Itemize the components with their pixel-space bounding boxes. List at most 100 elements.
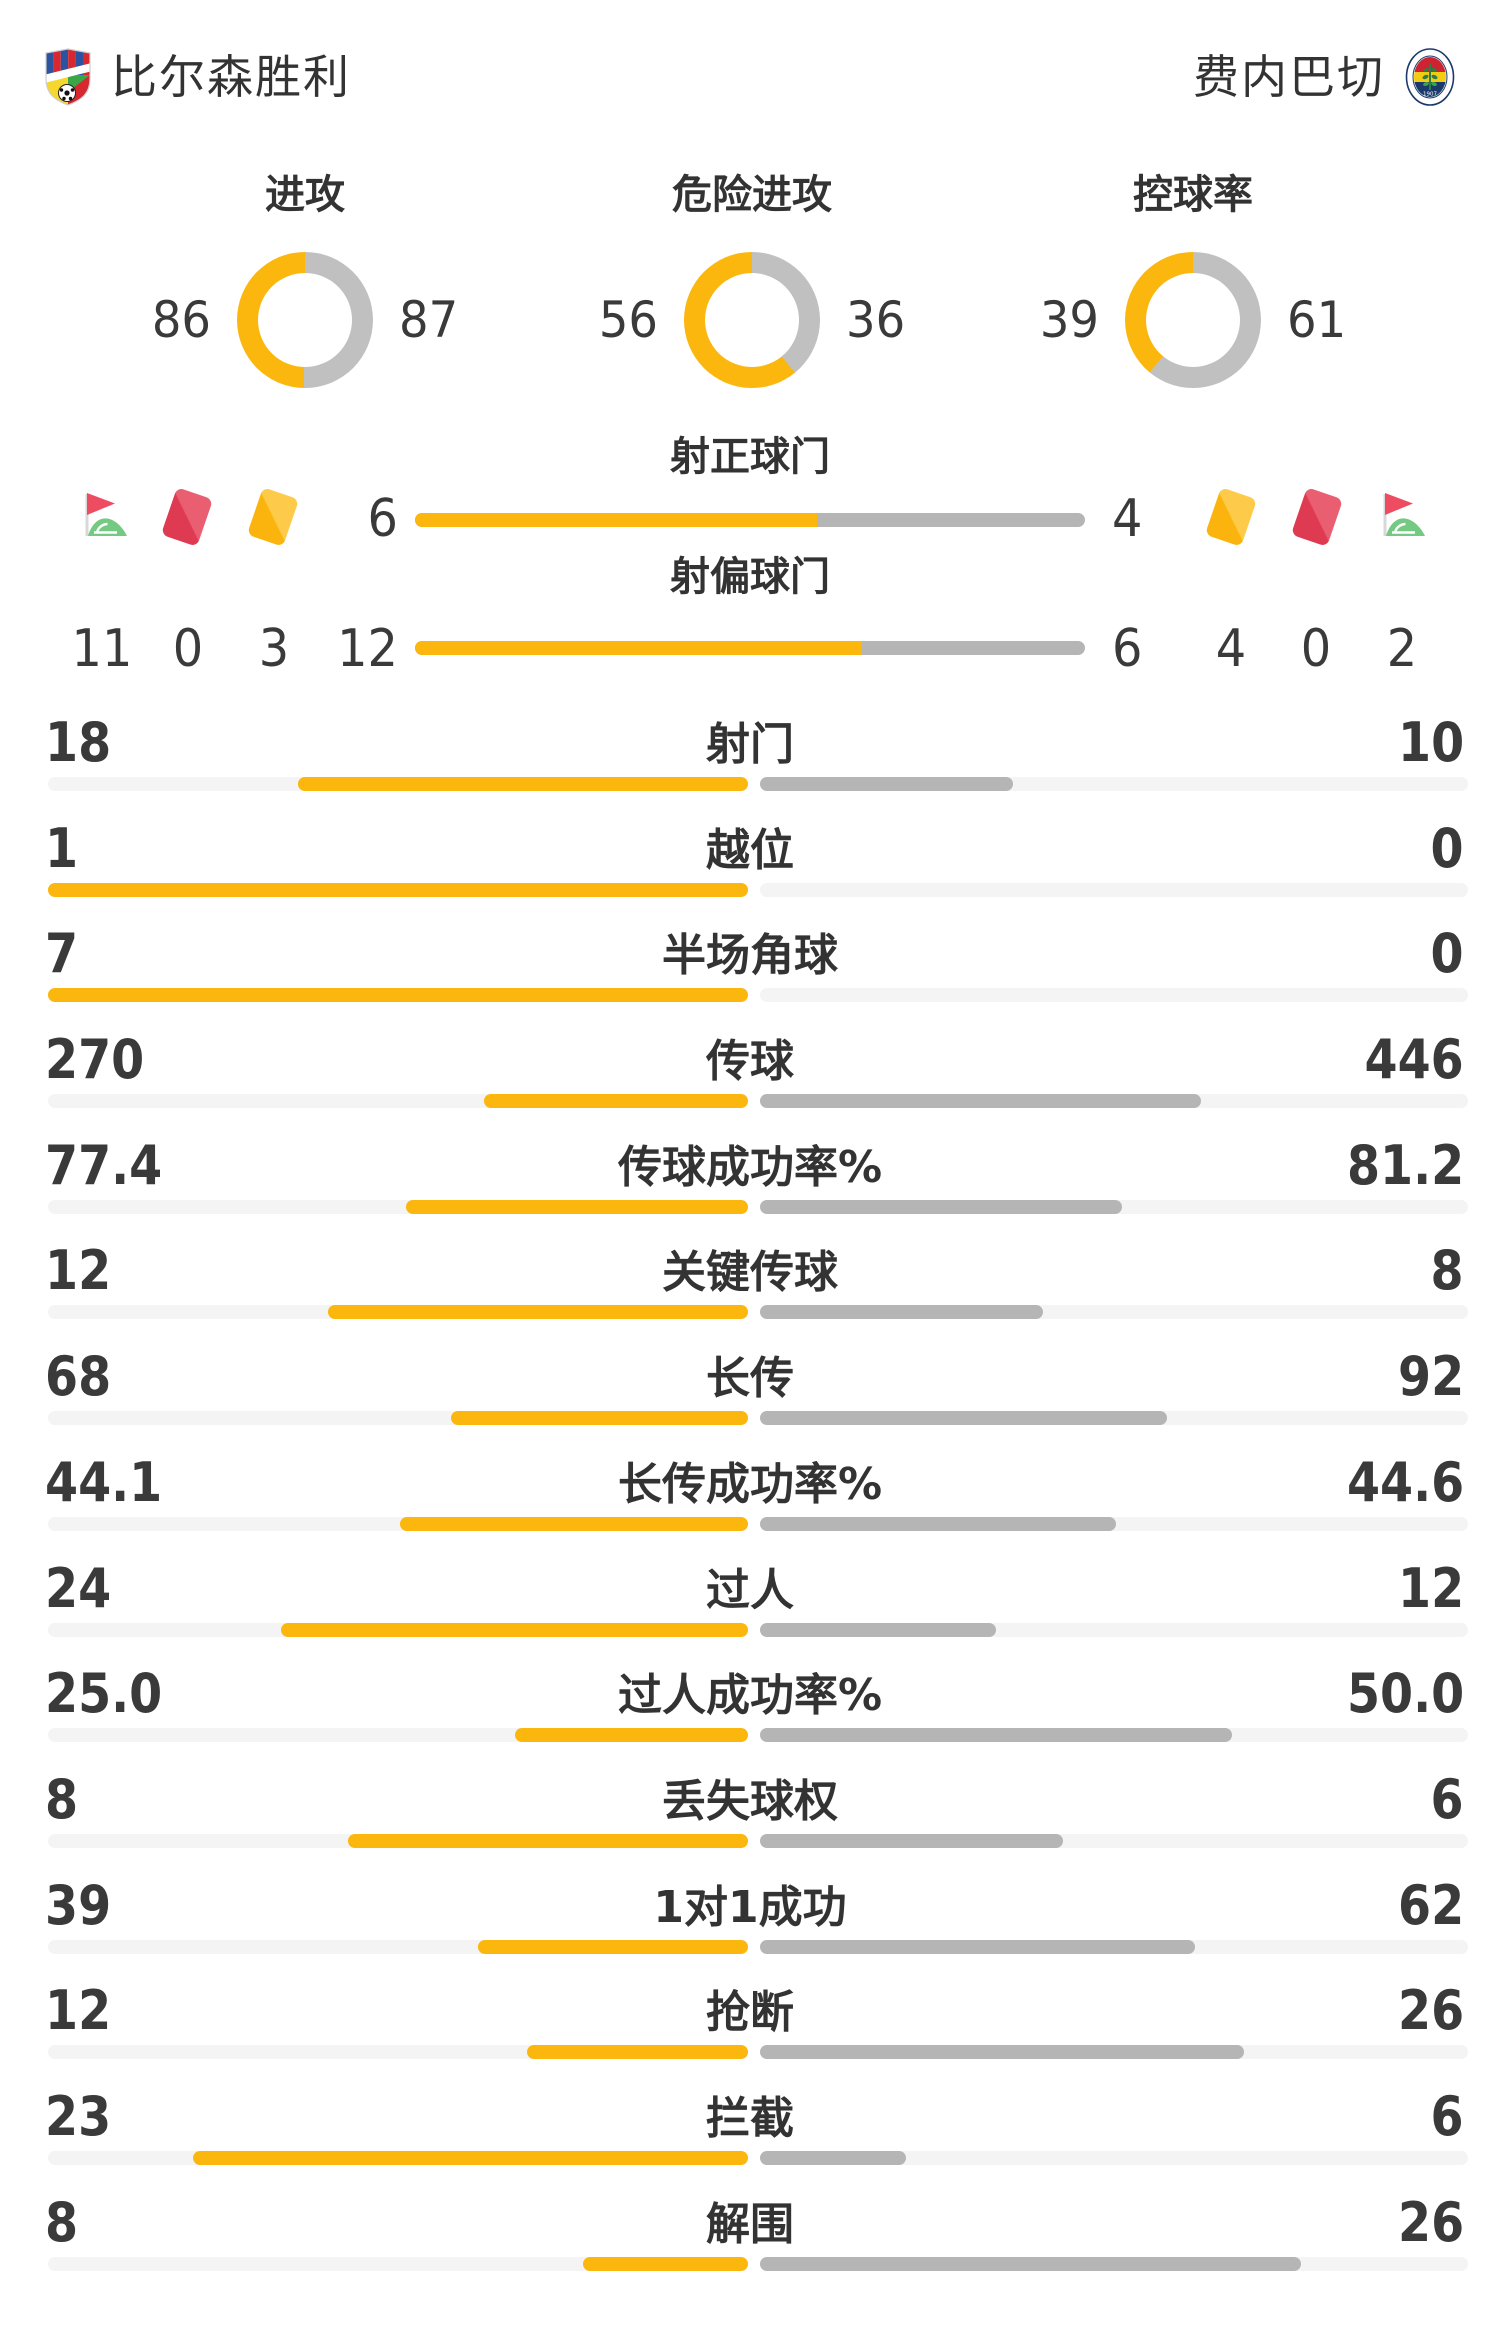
shots-on-target-bar <box>415 513 1085 527</box>
stat-away-value: 10 <box>1397 711 1464 774</box>
stat-home-value: 25.0 <box>45 1662 163 1726</box>
stat-bar-away-fill <box>760 2045 1245 2060</box>
stat-home-value: 24 <box>45 1556 112 1620</box>
donut-title: 进攻 <box>265 172 345 218</box>
stat-label: 过人 <box>706 1564 794 1616</box>
stat-bar-home-fill <box>526 2045 748 2060</box>
stat-away-value: 0 <box>1430 816 1464 880</box>
donut-chart-attacks: 进攻 86 87 <box>75 172 535 388</box>
stat-bar-away-fill <box>760 2150 907 2165</box>
stat-label: 射门 <box>706 719 794 770</box>
stat-bar-away-track <box>760 1939 1468 1954</box>
donut-row: 86 87 <box>75 252 535 388</box>
section-title-shots-on-target: 射正球门 <box>670 434 830 480</box>
stat-bar-home-track <box>48 1728 748 1743</box>
stat-row: 77.4 传球成功率% 81.2 <box>0 1133 1500 1243</box>
shots-on-target-bar-home-fill <box>415 513 817 527</box>
donut-away-value: 87 <box>399 291 459 349</box>
stat-home-value: 12 <box>45 1239 112 1303</box>
donut-home-value: 86 <box>151 291 211 349</box>
yellow-card-icon-home <box>246 487 300 547</box>
stat-home-value: 7 <box>45 922 79 986</box>
stat-label: 抢断 <box>706 1987 794 2039</box>
stat-label: 丢失球权 <box>662 1775 838 1827</box>
donut-row: 56 36 <box>522 252 982 388</box>
home-red-cards-count: 0 <box>172 619 204 679</box>
shots-off-target-bar <box>415 641 1085 655</box>
stat-bar-away-fill <box>760 1516 1116 1531</box>
stat-home-value: 77.4 <box>45 1133 163 1197</box>
stat-bar-home-track <box>48 1411 748 1426</box>
stat-bar-home-track <box>48 988 748 1003</box>
donut-hole <box>705 273 799 367</box>
stat-bar-away-fill <box>760 1939 1195 1954</box>
stat-row: 68 长传 92 <box>0 1348 1500 1454</box>
stat-label: 传球 <box>706 1036 794 1088</box>
donut-home-value: 39 <box>1039 291 1099 349</box>
donut-ring <box>237 252 373 388</box>
stat-bar-home-fill <box>477 1939 748 1954</box>
shots-off-target-home-value: 12 <box>337 619 398 679</box>
stat-bar-home-track <box>48 1622 748 1637</box>
stat-bar-away-track <box>760 1516 1468 1531</box>
stat-away-value: 50.0 <box>1346 1662 1464 1726</box>
stat-label: 关键传球 <box>662 1247 838 1299</box>
corner-flag-icon-home <box>85 493 127 536</box>
stat-label: 过人成功率% <box>617 1670 883 1722</box>
stat-bar-away-fill <box>760 1411 1168 1426</box>
stat-bar-home-track <box>48 1939 748 1954</box>
stat-bar-home-fill <box>281 1622 748 1637</box>
stat-home-value: 12 <box>45 1979 112 2043</box>
yellow-card-icon-away <box>1204 487 1258 547</box>
stat-bar-away-track <box>760 777 1468 791</box>
stat-bar-home-fill <box>192 2150 748 2165</box>
stat-home-value: 270 <box>45 1028 145 1092</box>
stat-bar-away-fill <box>760 1199 1123 1214</box>
away-team-name: 费内巴切 <box>1193 50 1385 104</box>
donut-chart-dangerous-attacks: 危险进攻 56 36 <box>522 172 982 388</box>
stat-home-value: 18 <box>45 711 112 774</box>
stat-bar-home-track <box>48 2256 748 2271</box>
donut-hole <box>1146 273 1240 367</box>
stat-row: 23 拦截 6 <box>0 2087 1500 2194</box>
shots-off-target-away-value: 6 <box>1112 619 1143 679</box>
stat-bar-away-track <box>760 988 1468 1003</box>
donut-hole <box>258 273 352 367</box>
stat-away-value: 446 <box>1364 1028 1464 1092</box>
stat-bar-away-track <box>760 882 1468 897</box>
stat-bar-away-track <box>760 1411 1468 1426</box>
stat-bar-away-track <box>760 1622 1468 1637</box>
stat-label: 1对1成功 <box>653 1881 847 1933</box>
shots-on-target-home-value: 6 <box>367 489 398 549</box>
stat-bar-home-track <box>48 777 748 791</box>
away-yellow-cards-count: 4 <box>1215 619 1247 679</box>
home-team-header[interactable]: 比尔森胜利 <box>45 47 351 107</box>
away-team-logo-fenerbahce: 1907 <box>1405 48 1455 106</box>
stat-bar-away-track <box>760 2045 1468 2060</box>
stat-label: 半场角球 <box>662 930 838 982</box>
stat-bar-away-fill <box>760 1833 1064 1848</box>
away-team-header[interactable]: 费内巴切 1907 <box>1193 47 1455 107</box>
stat-label: 传球成功率% <box>617 1141 883 1193</box>
stat-home-value: 68 <box>45 1345 112 1409</box>
stat-bar-home-fill <box>298 777 748 791</box>
donut-home-value: 56 <box>598 291 658 349</box>
stats-list: 18 射门 10 1 越位 0 7 半场角球 0 270 传球 4 <box>0 714 1500 2299</box>
stat-bar-away-fill <box>760 1094 1202 1109</box>
stat-bar-home-fill <box>328 1305 748 1320</box>
stat-row: 25.0 过人成功率% 50.0 <box>0 1665 1500 1771</box>
stat-row: 8 解围 26 <box>0 2190 1500 2300</box>
stat-home-value: 8 <box>45 1767 79 1831</box>
stat-bar-home-fill <box>514 1728 748 1743</box>
stat-bar-away-track <box>760 2256 1468 2271</box>
shots-off-target-bar-home-fill <box>415 641 862 655</box>
home-team-name: 比尔森胜利 <box>111 50 351 104</box>
stat-row: 270 传球 446 <box>0 1031 1500 1137</box>
stat-row: 24 过人 12 <box>0 1556 1500 1666</box>
home-corner-kicks-count: 11 <box>71 619 133 679</box>
stat-label: 长传成功率% <box>617 1458 883 1510</box>
stat-away-value: 26 <box>1397 2190 1464 2254</box>
home-team-logo-viktoria-plzen <box>45 48 91 106</box>
stat-bar-home-track <box>48 1305 748 1320</box>
stat-bar-away-fill <box>760 1622 996 1637</box>
